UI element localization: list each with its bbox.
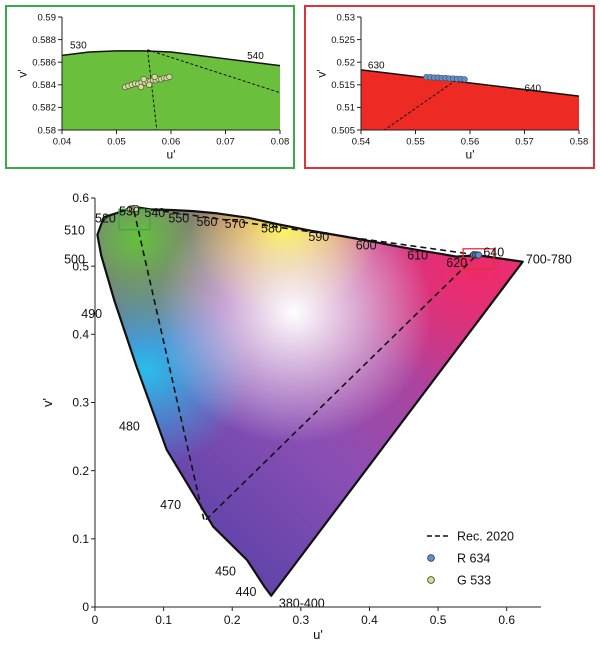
main-y-axis-label: v' (40, 398, 55, 407)
main-x-tick-label: 0.3 (293, 613, 310, 627)
wavelength-label: 480 (119, 419, 140, 433)
wavelength-label: 470 (160, 498, 181, 512)
inset-green-y-axis-label: v' (16, 69, 30, 77)
inset-green-rec2020-line (147, 49, 280, 94)
inset-green-locus-line (62, 50, 280, 67)
wavelength-label: 550 (168, 211, 189, 225)
inset-red-x-tick-label: 0.58 (570, 137, 589, 148)
legend-label: G 533 (457, 574, 491, 588)
inset-red-locus-label: 630 (368, 61, 385, 72)
inset-green-x-tick-label: 0.05 (107, 137, 126, 148)
wavelength-label: 540 (144, 206, 165, 220)
wavelength-label: 700-780 (526, 252, 572, 266)
wavelength-label: 530 (119, 205, 140, 219)
main-y-tick-label: 0.4 (72, 328, 89, 342)
legend-marker-swatch (427, 576, 435, 584)
spectral-locus-line (96, 205, 524, 597)
wavelength-label: 600 (356, 239, 377, 253)
inset-green-x-tick-label: 0.04 (53, 137, 72, 148)
inset-red-rec2020-line (384, 79, 457, 130)
wavelength-label: 620 (446, 256, 467, 270)
main-x-tick-label: 0.2 (224, 613, 241, 627)
wavelength-label: 490 (81, 307, 102, 321)
wavelength-label: 440 (236, 585, 257, 599)
inset-green-y-tick-label: 0.588 (32, 35, 56, 46)
wavelength-label: 580 (261, 222, 282, 236)
inset-red-y-tick-label: 0.515 (331, 80, 355, 91)
main-y-tick-label: 0.2 (72, 464, 89, 478)
wavelength-label: 500 (64, 252, 85, 266)
inset-green-point (137, 83, 145, 91)
inset-red-y-tick-label: 0.53 (337, 12, 356, 23)
legend-label: Rec. 2020 (457, 530, 514, 544)
legend-label: R 634 (457, 552, 490, 566)
inset-green-locus-label: 530 (70, 41, 87, 52)
inset-green-x-tick-label: 0.06 (162, 137, 181, 148)
main-y-tick-label: 0.5 (72, 259, 89, 273)
legend-marker-swatch (427, 554, 435, 562)
inset-red-locus-line (361, 69, 579, 97)
inset-red-x-tick-label: 0.55 (406, 137, 425, 148)
main-y-tick-label: 0.6 (72, 191, 89, 205)
wavelength-label: 510 (64, 224, 85, 238)
inset-green-y-tick-label: 0.582 (32, 103, 56, 114)
inset-green-y-tick-label: 0.58 (38, 125, 57, 136)
rec2020-triangle (132, 206, 479, 523)
inset-red-axes: 0.54 0.55 0.56 0.57 0.58 0.505 0.51 0.515 0.52 0.… (315, 12, 589, 161)
inset-green-y-tick-label: 0.586 (32, 58, 56, 69)
wavelength-label: 450 (215, 565, 236, 579)
inset-green-x-axis-label: u' (167, 148, 176, 162)
inset-green-point (166, 73, 173, 81)
inset-green-x-tick-label: 0.07 (216, 137, 235, 148)
inset-red-locus-label: 640 (524, 84, 541, 95)
legend: Rec. 2020 R 634 G 533 (427, 530, 514, 588)
wavelength-label: 520 (95, 211, 116, 225)
wavelength-label: 610 (407, 248, 428, 262)
main-x-axis-label: u' (313, 627, 323, 642)
inset-green-point (146, 81, 153, 88)
wavelength-label: 380-400 (279, 597, 325, 611)
wavelength-label: 590 (308, 230, 329, 244)
inset-green-point (151, 73, 158, 81)
inset-green-y-tick-label: 0.584 (32, 80, 56, 91)
main-point (474, 251, 483, 259)
inset-green-axes: 0.04 0.05 0.06 0.07 0.08 0.58 0.582 0.584 0.586 0… (16, 12, 290, 161)
main-y-tick-label: 0.1 (72, 532, 89, 546)
zoom-box (462, 248, 495, 270)
inset-red-y-axis-label: v' (315, 69, 329, 77)
inset-red-y-tick-label: 0.525 (331, 35, 355, 46)
inset-green-point (140, 75, 147, 83)
inset-red-x-tick-label: 0.54 (352, 137, 371, 148)
inset-red-frame (304, 5, 595, 169)
inset-green-gamut-fill (62, 50, 280, 130)
main-x-tick-label: 0 (92, 613, 99, 627)
main-y-tick-label: 0 (82, 600, 89, 614)
inset-red-point (461, 76, 468, 83)
main-x-tick-label: 0.6 (498, 613, 515, 627)
inset-green-frame (5, 5, 295, 169)
inset-red-x-axis-label: u' (466, 148, 475, 162)
main-point (132, 204, 140, 213)
inset-red-y-tick-label: 0.505 (331, 125, 355, 136)
inset-red-y-tick-label: 0.51 (337, 103, 356, 114)
wavelength-label: 560 (197, 215, 218, 229)
inset-red-x-tick-label: 0.57 (515, 137, 534, 148)
wavelength-label: 570 (225, 217, 246, 231)
main-y-tick-label: 0.3 (72, 396, 89, 410)
inset-green-x-tick-label: 0.08 (271, 137, 290, 148)
wavelength-label: 640 (483, 246, 504, 260)
inset-green-rec2020-line (147, 49, 158, 130)
inset-green-y-tick-label: 0.59 (38, 12, 57, 23)
inset-red-y-tick-label: 0.52 (337, 58, 356, 69)
main-axes: 0 0.1 0.2 0.3 0.4 0.5 0.6 0 0.1 0.2 0.3 0.4 0.5 0.6 u'… (40, 191, 541, 642)
main-x-tick-label: 0.4 (361, 613, 378, 627)
main-x-tick-label: 0.5 (430, 613, 447, 627)
inset-green-locus-label: 540 (247, 51, 264, 62)
main-x-tick-label: 0.1 (155, 613, 172, 627)
inset-red-x-tick-label: 0.56 (461, 137, 480, 148)
inset-red-gamut-fill (361, 69, 579, 130)
